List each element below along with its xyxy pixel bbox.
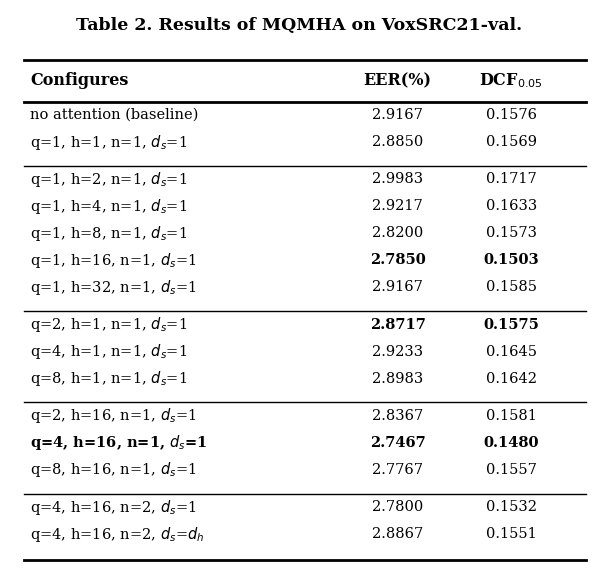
Text: q=8, h=1, n=1, $d_s$=1: q=8, h=1, n=1, $d_s$=1 [30, 369, 187, 388]
Text: 2.9233: 2.9233 [372, 344, 423, 359]
Text: 2.7800: 2.7800 [372, 500, 423, 514]
Text: 2.8983: 2.8983 [372, 371, 423, 386]
Text: 0.1569: 0.1569 [486, 135, 537, 149]
Text: q=1, h=1, n=1, $d_s$=1: q=1, h=1, n=1, $d_s$=1 [30, 133, 187, 152]
Text: 0.1581: 0.1581 [486, 409, 537, 423]
Text: 2.8867: 2.8867 [372, 527, 423, 541]
Text: 0.1717: 0.1717 [486, 172, 536, 187]
Text: 2.9167: 2.9167 [372, 280, 423, 294]
Text: 2.8850: 2.8850 [372, 135, 423, 149]
Text: 0.1573: 0.1573 [486, 226, 537, 241]
Text: 0.1532: 0.1532 [486, 500, 537, 514]
Text: 0.1633: 0.1633 [486, 199, 537, 214]
Text: Table 2. Results of MQMHA on VoxSRC21-val.: Table 2. Results of MQMHA on VoxSRC21-va… [76, 17, 522, 34]
Text: q=1, h=4, n=1, $d_s$=1: q=1, h=4, n=1, $d_s$=1 [30, 197, 187, 216]
Text: 0.1551: 0.1551 [486, 527, 536, 541]
Text: 2.9983: 2.9983 [372, 172, 423, 187]
Text: 2.7767: 2.7767 [372, 463, 423, 477]
Text: 0.1575: 0.1575 [483, 317, 539, 332]
Text: 2.8717: 2.8717 [370, 317, 426, 332]
Text: q=2, h=1, n=1, $d_s$=1: q=2, h=1, n=1, $d_s$=1 [30, 315, 187, 334]
Text: no attention (baseline): no attention (baseline) [30, 108, 199, 122]
Text: 2.8367: 2.8367 [372, 409, 423, 423]
Text: 0.1642: 0.1642 [486, 371, 537, 386]
Text: 0.1585: 0.1585 [486, 280, 537, 294]
Text: 0.1557: 0.1557 [486, 463, 537, 477]
Text: 2.9217: 2.9217 [373, 199, 423, 214]
Text: q=1, h=16, n=1, $d_s$=1: q=1, h=16, n=1, $d_s$=1 [30, 251, 196, 270]
Text: Configures: Configures [30, 72, 129, 90]
Text: DCF$_{0.05}$: DCF$_{0.05}$ [480, 72, 543, 90]
Text: EER(%): EER(%) [364, 72, 432, 90]
Text: q=1, h=2, n=1, $d_s$=1: q=1, h=2, n=1, $d_s$=1 [30, 170, 187, 189]
Text: 0.1503: 0.1503 [483, 253, 539, 267]
Text: q=4, h=1, n=1, $d_s$=1: q=4, h=1, n=1, $d_s$=1 [30, 342, 187, 361]
Text: 0.1645: 0.1645 [486, 344, 537, 359]
Text: 2.9167: 2.9167 [372, 108, 423, 122]
Text: q=1, h=8, n=1, $d_s$=1: q=1, h=8, n=1, $d_s$=1 [30, 224, 187, 243]
Text: q=1, h=32, n=1, $d_s$=1: q=1, h=32, n=1, $d_s$=1 [30, 278, 196, 297]
Text: 2.8200: 2.8200 [372, 226, 423, 241]
Text: 0.1480: 0.1480 [484, 436, 539, 450]
Text: 2.7850: 2.7850 [370, 253, 426, 267]
Text: q=4, h=16, n=1, $d_s$=1: q=4, h=16, n=1, $d_s$=1 [30, 433, 208, 452]
Text: q=2, h=16, n=1, $d_s$=1: q=2, h=16, n=1, $d_s$=1 [30, 406, 196, 425]
Text: q=4, h=16, n=2, $d_s$=$d_h$: q=4, h=16, n=2, $d_s$=$d_h$ [30, 525, 205, 544]
Text: q=8, h=16, n=1, $d_s$=1: q=8, h=16, n=1, $d_s$=1 [30, 460, 196, 479]
Text: q=4, h=16, n=2, $d_s$=1: q=4, h=16, n=2, $d_s$=1 [30, 498, 196, 517]
Text: 2.7467: 2.7467 [370, 436, 426, 450]
Text: 0.1576: 0.1576 [486, 108, 537, 122]
